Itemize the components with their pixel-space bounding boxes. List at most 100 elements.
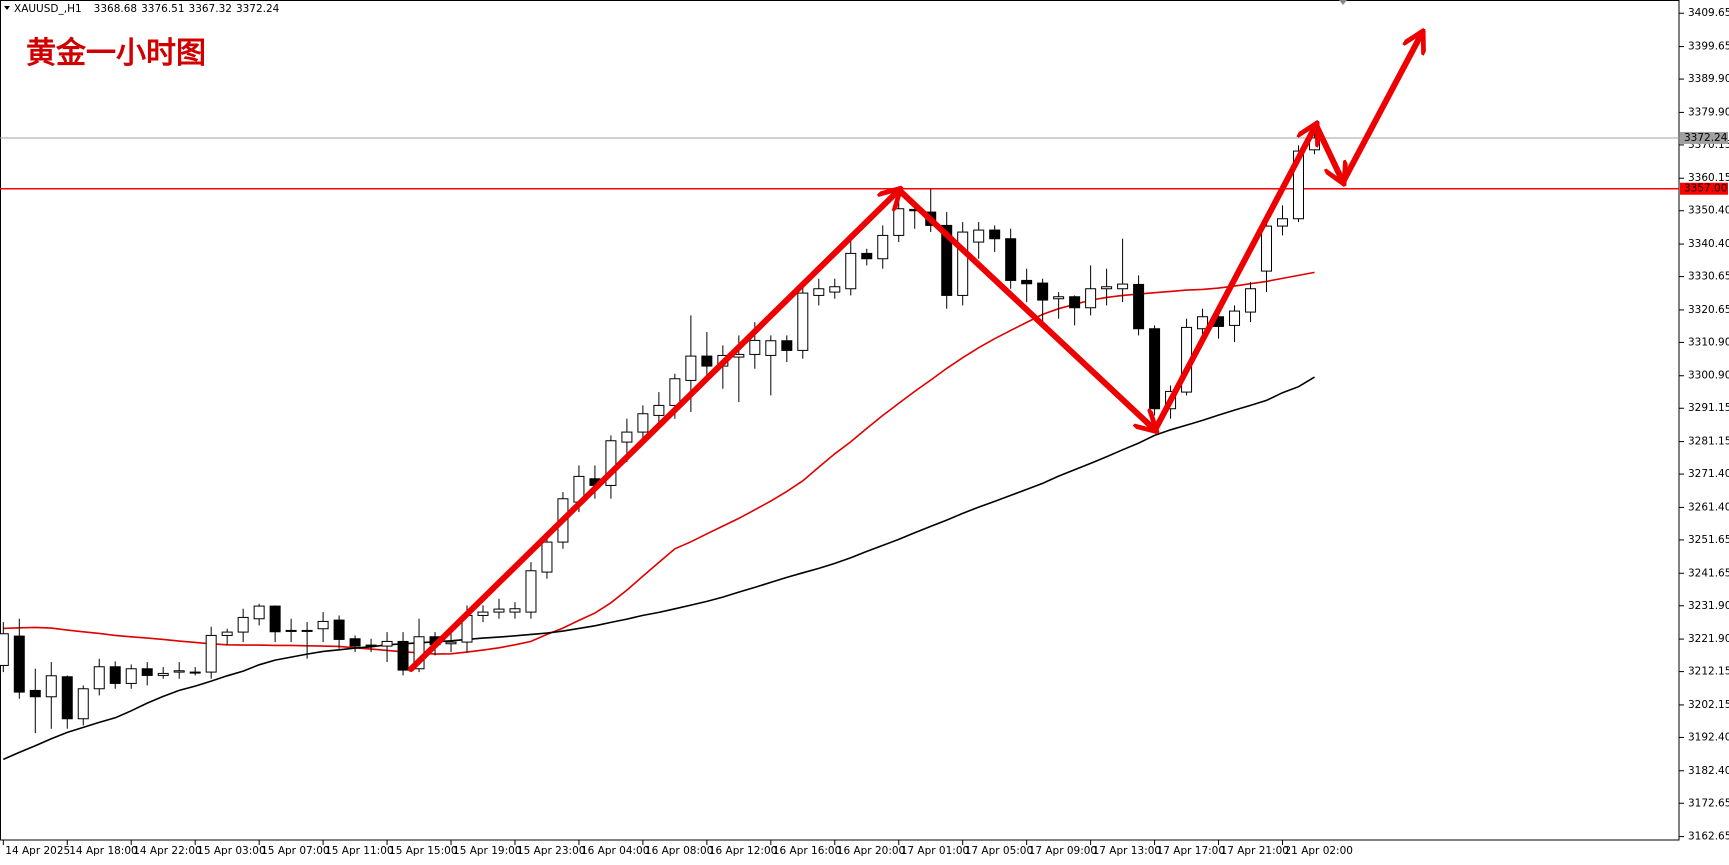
level-label: 3372.24 bbox=[1684, 132, 1728, 144]
x-tick-label: 15 Apr 03:00 bbox=[197, 845, 265, 857]
candle-body bbox=[189, 671, 201, 674]
candle-body bbox=[381, 640, 393, 647]
x-tick-label: 14 Apr 22:00 bbox=[133, 845, 201, 857]
candle-body bbox=[45, 675, 57, 698]
y-tick-label: 3261.40 bbox=[1688, 501, 1729, 513]
arrow bbox=[408, 190, 899, 672]
candle-body bbox=[1117, 283, 1129, 290]
candle-body bbox=[141, 668, 153, 676]
y-tick-label: 3251.65 bbox=[1688, 534, 1729, 546]
y-tick-label: 3389.90 bbox=[1688, 73, 1729, 85]
candle-body bbox=[1005, 238, 1017, 281]
candle-body bbox=[1021, 279, 1033, 285]
trend-arrows bbox=[408, 33, 1422, 672]
y-tick-label: 3320.65 bbox=[1688, 304, 1729, 316]
plot-layer: 3409.653399.653389.903379.903370.153360.… bbox=[0, 7, 1729, 857]
candle-body bbox=[493, 608, 505, 613]
candle-body bbox=[605, 440, 617, 486]
header: XAUUSD_,H1 3368.68 3376.51 3367.32 3372.24 bbox=[14, 3, 280, 15]
chart-title: 黄金一小时图 bbox=[26, 36, 206, 70]
candle-body bbox=[749, 339, 761, 355]
x-tick-label: 17 Apr 13:00 bbox=[1093, 845, 1161, 857]
y-tick-label: 3192.40 bbox=[1688, 731, 1729, 743]
candle-body bbox=[893, 208, 905, 236]
candle-body bbox=[1069, 296, 1081, 309]
candle-body bbox=[445, 641, 457, 645]
y-tick-label: 3360.15 bbox=[1688, 172, 1729, 184]
x-tick-label: 15 Apr 19:00 bbox=[453, 845, 521, 857]
y-tick-label: 3241.65 bbox=[1688, 567, 1729, 579]
candle-body bbox=[1245, 288, 1257, 313]
header-icon bbox=[4, 6, 10, 10]
candle-body bbox=[1292, 150, 1304, 220]
shift-marker bbox=[1339, 0, 1347, 5]
level-label: 3357.00 bbox=[1684, 183, 1727, 195]
x-tick-label: 14 Apr 18:00 bbox=[69, 845, 137, 857]
y-tick-label: 3330.65 bbox=[1688, 271, 1729, 283]
candle-body bbox=[669, 378, 681, 406]
candle-body bbox=[1133, 283, 1145, 330]
candle-body bbox=[957, 231, 969, 296]
candle-body bbox=[269, 605, 281, 633]
candle-body bbox=[685, 355, 697, 381]
y-tick-label: 3281.15 bbox=[1688, 436, 1729, 448]
moving-average bbox=[2, 376, 1315, 761]
candle-body bbox=[13, 635, 25, 693]
candle-body bbox=[349, 638, 361, 647]
candle-body bbox=[333, 619, 345, 640]
candle-body bbox=[813, 288, 825, 296]
candle-body bbox=[93, 666, 105, 690]
candle-body bbox=[0, 633, 9, 666]
x-tick-label: 15 Apr 23:00 bbox=[517, 845, 585, 857]
candle-body bbox=[941, 224, 953, 296]
candle-body bbox=[253, 605, 265, 620]
candle-body bbox=[61, 676, 73, 720]
candle-body bbox=[845, 252, 857, 290]
header-value: 3368.68 bbox=[94, 3, 137, 15]
x-tick-label: 16 Apr 08:00 bbox=[645, 845, 713, 857]
candle-body bbox=[1101, 286, 1113, 290]
x-tick-label: 15 Apr 11:00 bbox=[325, 845, 393, 857]
x-tick-label: 17 Apr 09:00 bbox=[1029, 845, 1097, 857]
header-value: 3372.24 bbox=[236, 3, 280, 15]
y-tick-label: 3310.90 bbox=[1688, 336, 1729, 348]
candle-body bbox=[653, 404, 665, 416]
y-tick-label: 3350.40 bbox=[1688, 205, 1729, 217]
x-tick-label: 16 Apr 16:00 bbox=[773, 845, 841, 857]
candle-body bbox=[637, 413, 649, 433]
candle-body bbox=[973, 229, 985, 243]
candle-body bbox=[125, 668, 137, 684]
y-tick-label: 3202.15 bbox=[1688, 699, 1729, 711]
x-tick-label: 16 Apr 12:00 bbox=[709, 845, 777, 857]
candle-body bbox=[701, 355, 713, 367]
arrow bbox=[1340, 33, 1422, 185]
candle-body bbox=[109, 666, 121, 684]
x-tick-label: 17 Apr 01:00 bbox=[901, 845, 969, 857]
candle-body bbox=[1085, 288, 1097, 309]
candle-body bbox=[525, 570, 537, 613]
x-tick-label: 14 Apr 2025 bbox=[5, 845, 70, 857]
candle-body bbox=[1229, 310, 1241, 326]
arrow bbox=[896, 187, 1155, 430]
candle-body bbox=[989, 229, 1001, 240]
symbol: XAUUSD_,H1 bbox=[14, 3, 82, 15]
plot-frame bbox=[0, 0, 1680, 841]
x-tick-label: 16 Apr 20:00 bbox=[837, 845, 905, 857]
candle-body bbox=[861, 252, 873, 260]
x-tick-label: 17 Apr 21:00 bbox=[1221, 845, 1289, 857]
candle-body bbox=[829, 286, 841, 293]
candle-body bbox=[509, 608, 521, 613]
candle-body bbox=[477, 611, 489, 616]
candle-body bbox=[797, 292, 809, 351]
candle-body bbox=[317, 620, 329, 630]
y-tick-label: 3182.40 bbox=[1688, 765, 1729, 777]
candle-body bbox=[157, 672, 169, 676]
x-tick-label: 15 Apr 15:00 bbox=[389, 845, 457, 857]
candle-body bbox=[1053, 296, 1065, 300]
y-tick-label: 3409.65 bbox=[1688, 7, 1729, 19]
x-tick-label: 15 Apr 07:00 bbox=[261, 845, 329, 857]
candle-body bbox=[29, 689, 41, 698]
candle-body bbox=[173, 670, 185, 673]
